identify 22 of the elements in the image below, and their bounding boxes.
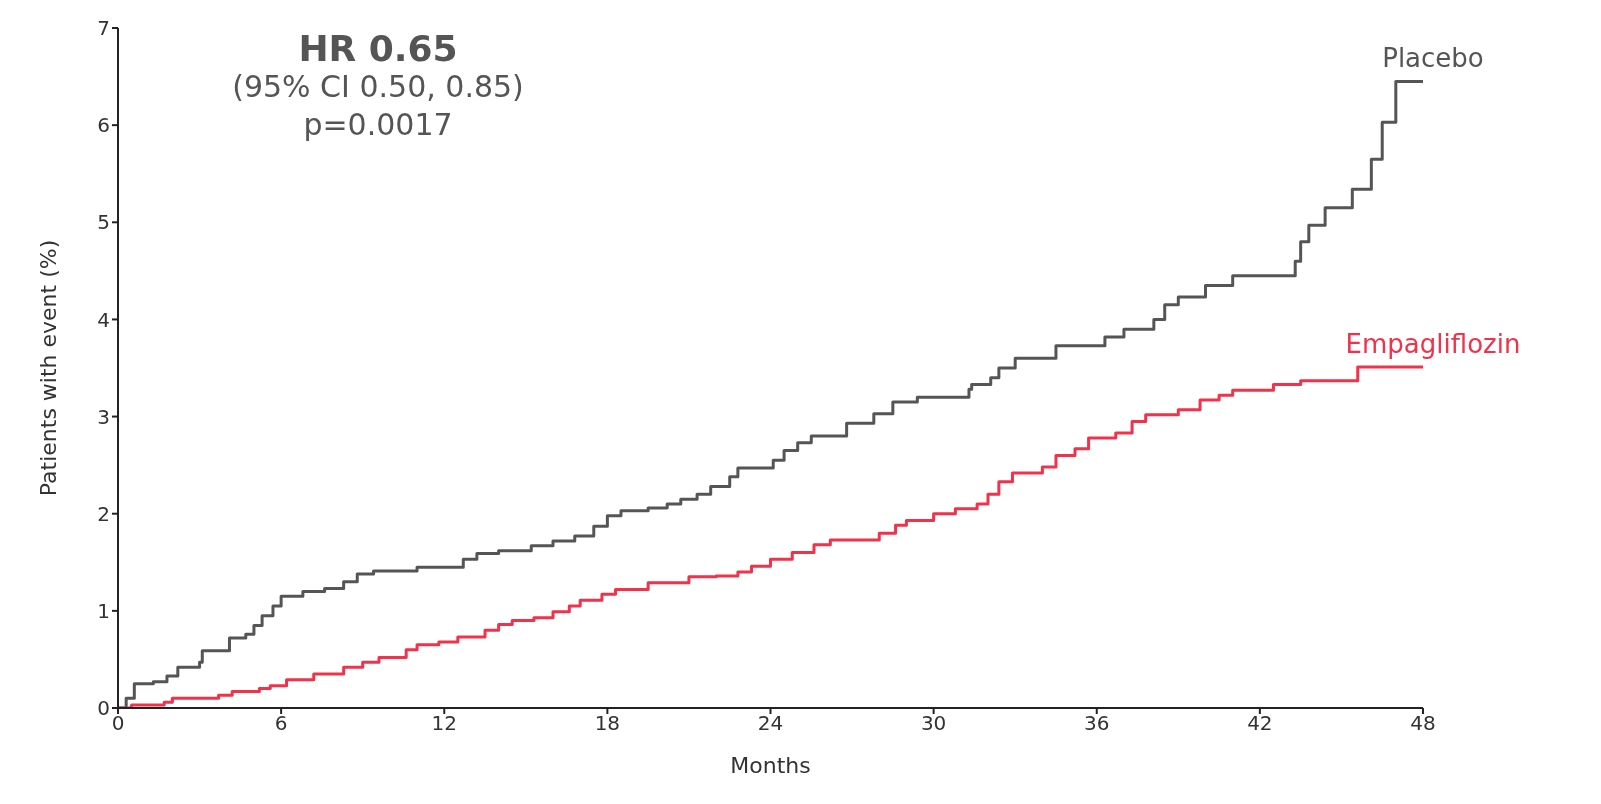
annotation: (95% CI 0.50, 0.85) [231,68,525,106]
x-tick-label: 30 [920,711,947,736]
series-label: Placebo [1382,43,1484,74]
x-tick-label: 36 [1084,711,1110,736]
y-tick-label: 4 [97,307,110,332]
x-tick-label: 18 [594,711,621,736]
y-tick-label: 2 [97,501,110,526]
x-axis-title: Months [730,753,811,778]
y-tick-label: 3 [97,404,110,429]
y-tick-label: 1 [97,598,110,623]
x-tick-label: 12 [431,711,457,736]
series-label: Empagliflozin [1345,329,1521,360]
x-tick-label: 42 [1247,711,1273,736]
annotation: p=0.0017 [302,106,454,144]
y-tick-label: 5 [97,210,110,235]
y-tick-label: 7 [97,16,110,41]
y-axis-title: Patients with event (%) [35,239,61,497]
y-tick-label: 6 [97,113,110,138]
x-tick-label: 24 [757,711,784,736]
x-tick-label: 6 [274,711,288,736]
x-tick-label: 48 [1410,711,1436,736]
annotation: HR 0.65 [297,28,459,69]
